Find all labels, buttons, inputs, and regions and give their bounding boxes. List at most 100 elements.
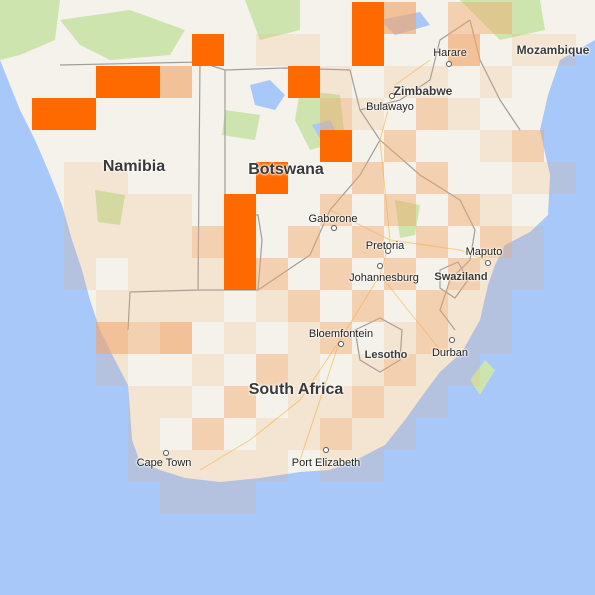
- heat-cell: [160, 386, 192, 418]
- heat-cell: [448, 354, 480, 386]
- city-dot-cape-town[interactable]: [163, 450, 169, 456]
- heat-cell: [128, 290, 160, 322]
- city-dot-durban[interactable]: [449, 337, 455, 343]
- heat-cell: [96, 354, 128, 386]
- heat-cell: [352, 34, 384, 66]
- heat-cell: [160, 226, 192, 258]
- city-dot-gaborone[interactable]: [331, 225, 337, 231]
- city-dot-port-elizabeth[interactable]: [323, 447, 329, 453]
- city-label-cape-town: Cape Town: [136, 457, 192, 469]
- city-dot-harare[interactable]: [446, 61, 452, 67]
- heat-cell: [96, 194, 128, 226]
- heat-cell: [64, 98, 96, 130]
- heat-cell: [256, 34, 288, 66]
- land-mass: [0, 0, 595, 482]
- heat-cell: [352, 226, 384, 258]
- heat-cell: [416, 226, 448, 258]
- heat-cell: [256, 162, 288, 194]
- heat-cell: [512, 258, 544, 290]
- city-dot-pretoria[interactable]: [385, 248, 391, 254]
- heat-cell: [288, 226, 320, 258]
- city-dot-bulawayo[interactable]: [389, 93, 395, 99]
- heat-cell: [384, 322, 416, 354]
- heat-cell: [192, 418, 224, 450]
- heat-cell: [416, 386, 448, 418]
- heat-cell: [160, 66, 192, 98]
- heat-cell: [320, 322, 352, 354]
- heat-cell: [352, 450, 384, 482]
- heat-cell: [416, 290, 448, 322]
- heat-cell: [480, 66, 512, 98]
- heat-cell: [128, 322, 160, 354]
- city-dot-bloemfontein[interactable]: [338, 341, 344, 347]
- heat-cell: [352, 2, 384, 34]
- heat-cell: [224, 322, 256, 354]
- heat-cell: [448, 98, 480, 130]
- heat-cell: [320, 66, 352, 98]
- heat-cell: [288, 290, 320, 322]
- heat-cell: [384, 386, 416, 418]
- heat-cell: [512, 226, 544, 258]
- heat-cell: [288, 386, 320, 418]
- city-label-johannesburg: Johannesburg: [349, 272, 419, 284]
- country-label-swaziland: Swaziland: [434, 271, 488, 283]
- heat-cell: [256, 418, 288, 450]
- heat-cell: [256, 450, 288, 482]
- heat-cell: [256, 258, 288, 290]
- heat-cell: [384, 258, 416, 290]
- heat-cell: [256, 354, 288, 386]
- heat-cell: [352, 290, 384, 322]
- heat-cell: [512, 34, 544, 66]
- heat-cell: [32, 98, 64, 130]
- heat-cell: [480, 290, 512, 322]
- heat-cell: [192, 482, 224, 514]
- heat-cell: [320, 386, 352, 418]
- heat-cell: [448, 258, 480, 290]
- city-dot-maputo[interactable]: [485, 260, 491, 266]
- roads: [199, 59, 491, 471]
- heat-cell: [192, 354, 224, 386]
- heat-cell: [96, 322, 128, 354]
- heat-cell: [192, 34, 224, 66]
- heat-cell: [416, 162, 448, 194]
- heat-cell: [128, 386, 160, 418]
- heat-cell: [224, 450, 256, 482]
- city-label-harare: Harare: [433, 47, 467, 59]
- heat-cell: [384, 2, 416, 34]
- heat-cell: [256, 290, 288, 322]
- heat-cell: [416, 66, 448, 98]
- heat-cell: [64, 226, 96, 258]
- heat-cell: [384, 354, 416, 386]
- heat-cell: [64, 162, 96, 194]
- heat-cell: [224, 258, 256, 290]
- heat-cell: [288, 418, 320, 450]
- heat-cell: [288, 66, 320, 98]
- heat-cell: [384, 66, 416, 98]
- heat-cell: [512, 162, 544, 194]
- heat-cell: [96, 162, 128, 194]
- city-label-bloemfontein: Bloemfontein: [308, 328, 374, 340]
- heat-cell: [128, 258, 160, 290]
- heat-cell: [416, 98, 448, 130]
- heat-cell: [224, 194, 256, 226]
- heat-cell: [480, 130, 512, 162]
- heat-cell: [224, 386, 256, 418]
- heat-cell: [480, 194, 512, 226]
- city-dot-johannesburg[interactable]: [377, 263, 383, 269]
- heat-cell: [544, 34, 576, 66]
- heat-cell: [192, 290, 224, 322]
- heat-cell: [320, 258, 352, 290]
- heat-cell: [512, 130, 544, 162]
- heat-cell: [352, 386, 384, 418]
- heat-cell: [192, 226, 224, 258]
- heat-cell: [96, 290, 128, 322]
- heat-cell: [320, 450, 352, 482]
- heat-cell: [96, 66, 128, 98]
- heat-cell: [480, 226, 512, 258]
- heat-cell: [544, 162, 576, 194]
- heat-cell: [448, 194, 480, 226]
- heat-cell: [128, 194, 160, 226]
- heat-cell: [384, 418, 416, 450]
- country-label-lesotho: Lesotho: [364, 349, 408, 361]
